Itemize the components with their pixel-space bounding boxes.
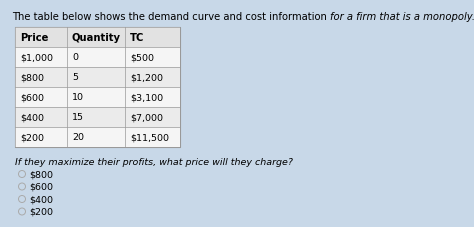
Text: $600: $600 (20, 93, 44, 102)
Bar (15, 108, 180, 127)
Text: $3,100: $3,100 (130, 93, 163, 102)
Text: $200: $200 (29, 207, 53, 216)
Text: $800: $800 (20, 73, 44, 82)
Text: $200: $200 (20, 133, 44, 142)
Text: Price: Price (20, 33, 48, 43)
Text: $1,000: $1,000 (20, 53, 53, 62)
Text: 10: 10 (72, 93, 84, 102)
Bar (15, 28, 180, 147)
Text: 15: 15 (72, 113, 84, 122)
Bar (15, 88, 180, 108)
Text: $500: $500 (130, 53, 154, 62)
Text: $7,000: $7,000 (130, 113, 163, 122)
Text: Quantity: Quantity (72, 33, 121, 43)
Bar (15, 48, 180, 68)
Text: $1,200: $1,200 (130, 73, 163, 82)
Bar (15, 127, 180, 147)
Text: 5: 5 (72, 73, 78, 82)
Text: $400: $400 (29, 195, 53, 204)
Text: for a firm that is a monopoly.: for a firm that is a monopoly. (330, 12, 474, 22)
Text: 0: 0 (72, 53, 78, 62)
Text: $400: $400 (20, 113, 44, 122)
Text: $600: $600 (29, 182, 53, 191)
Text: $800: $800 (29, 170, 53, 179)
Bar (15, 68, 180, 88)
Text: TC: TC (130, 33, 145, 43)
Text: $11,500: $11,500 (130, 133, 169, 142)
Bar (15, 28, 180, 48)
Text: If they maximize their profits, what price will they charge?: If they maximize their profits, what pri… (15, 157, 293, 166)
Text: The table below shows the demand curve and cost information: The table below shows the demand curve a… (12, 12, 330, 22)
Text: 20: 20 (72, 133, 84, 142)
